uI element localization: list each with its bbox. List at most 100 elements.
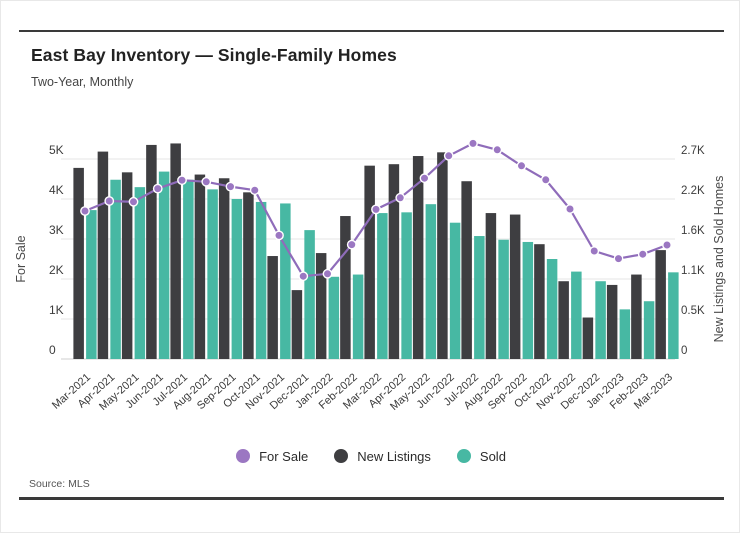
bar-new-listings <box>461 181 472 359</box>
bar-sold <box>571 271 582 359</box>
bar-new-listings <box>631 274 642 359</box>
for-sale-point <box>249 185 260 196</box>
bar-new-listings <box>340 216 351 359</box>
bar-sold <box>498 239 509 359</box>
chart-title: East Bay Inventory — Single-Family Homes <box>31 45 397 65</box>
legend-item-sold: Sold <box>456 448 506 464</box>
for-sale-point <box>201 176 212 187</box>
left-axis-tick-label: 2K <box>49 263 64 277</box>
for-sale-point <box>637 249 648 260</box>
bar-sold <box>401 212 412 359</box>
for-sale-point <box>540 174 551 185</box>
bar-new-listings <box>194 174 206 359</box>
for-sale-point <box>662 240 672 250</box>
right-axis-tick-label: 1.1K <box>681 265 705 277</box>
bar-new-listings <box>437 152 448 359</box>
for-sale-point <box>443 150 454 161</box>
bar-new-listings <box>509 214 521 359</box>
top-rule <box>19 30 724 32</box>
for-sale-point <box>104 196 115 206</box>
right-axis-tick-label: 0.5K <box>681 305 705 317</box>
bar-new-listings <box>170 143 181 359</box>
for-sale-point <box>80 206 90 216</box>
for-sale-point <box>371 204 381 215</box>
bar-sold <box>255 201 267 359</box>
for-sale-point <box>298 271 309 282</box>
right-axis-tick-label: 1.6K <box>681 225 705 237</box>
left-axis-tick-label: 5K <box>49 143 64 157</box>
bar-sold <box>134 187 146 359</box>
bar-sold <box>328 276 340 359</box>
bar-new-listings <box>655 250 666 359</box>
bar-new-listings <box>364 165 375 359</box>
bar-sold <box>280 203 291 359</box>
chart-subtitle: Two-Year, Monthly <box>31 75 134 89</box>
bar-new-listings <box>534 244 545 359</box>
for-sale-point <box>322 268 333 279</box>
legend-label: Sold <box>479 448 506 464</box>
bar-sold <box>522 241 534 359</box>
left-axis-tick-label: 0 <box>49 343 56 357</box>
bar-new-listings <box>485 213 497 359</box>
bar-new-listings <box>558 281 569 359</box>
for-sale-point <box>274 230 284 241</box>
for-sale-point <box>468 138 478 149</box>
bar-sold <box>546 259 558 359</box>
bar-sold <box>158 171 170 359</box>
for-sale-point <box>225 181 236 192</box>
for-sale-point <box>565 204 575 214</box>
bar-sold <box>595 281 606 359</box>
bar-sold <box>619 309 631 359</box>
bar-new-listings <box>606 284 618 359</box>
bar-sold <box>377 213 388 359</box>
for-sale-point <box>152 183 163 194</box>
bottom-rule <box>19 497 724 500</box>
right-axis-title: New Listings and Sold Homes <box>712 176 726 343</box>
legend-item-new-listings: New Listings <box>334 449 431 464</box>
right-axis-tick-label: 2.7K <box>681 145 705 157</box>
bar-sold <box>425 204 437 359</box>
left-axis-tick-label: 4K <box>49 183 64 197</box>
legend-label: For Sale <box>259 448 309 464</box>
bar-new-listings <box>388 164 400 359</box>
bar-sold <box>304 230 315 359</box>
bar-new-listings <box>582 317 594 359</box>
bar-sold <box>207 189 218 359</box>
for-sale-point <box>589 246 600 256</box>
bar-new-listings <box>315 253 327 359</box>
bar-sold <box>110 179 121 359</box>
bar-sold <box>668 272 679 359</box>
for-sale-point <box>613 253 624 264</box>
legend-label: New Listings <box>357 448 431 464</box>
bar-sold <box>449 222 461 359</box>
bar-new-listings <box>267 256 278 359</box>
bar-sold <box>231 199 243 359</box>
source-note: Source: MLS <box>29 478 90 490</box>
legend-swatch-icon <box>456 449 471 463</box>
bar-new-listings <box>243 192 254 359</box>
bar-new-listings <box>291 290 303 359</box>
bar-new-listings <box>146 144 157 359</box>
for-sale-point <box>419 173 430 184</box>
bar-sold <box>183 179 194 359</box>
bar-new-listings <box>121 172 133 359</box>
left-axis-tick-label: 1K <box>49 303 64 317</box>
bar-new-listings <box>218 178 230 359</box>
left-axis-tick-label: 3K <box>49 223 64 237</box>
for-sale-point <box>177 175 187 186</box>
bar-sold <box>86 210 97 359</box>
bar-new-listings <box>73 167 84 359</box>
legend-swatch-icon <box>236 449 251 463</box>
bar-sold <box>474 236 485 359</box>
right-axis-tick-label: 0 <box>681 345 687 357</box>
for-sale-point <box>346 239 357 250</box>
bar-sold <box>643 301 655 359</box>
bar-new-listings <box>412 156 424 359</box>
bar-sold <box>352 274 364 359</box>
legend-item-for-sale: For Sale <box>236 449 308 464</box>
for-sale-point <box>395 192 406 203</box>
for-sale-point <box>516 160 527 171</box>
legend-swatch-icon <box>334 449 349 463</box>
